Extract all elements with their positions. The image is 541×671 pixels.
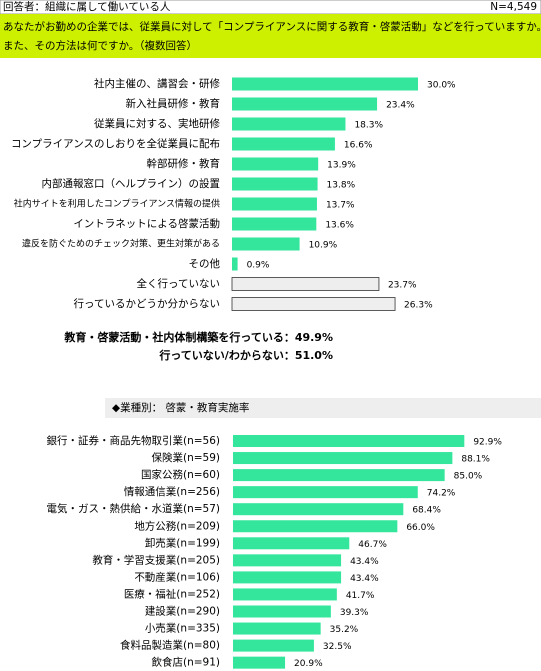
- value-label: 23.7%: [388, 281, 417, 291]
- summary: 教育・啓蒙活動・社内体制構築を行っている：49.9%: [63, 330, 333, 344]
- bar: [232, 217, 317, 231]
- category-label: 違反を防ぐためのチェック対策、更生対策がある: [22, 238, 220, 250]
- category-label: 全く行っていない: [137, 277, 220, 290]
- bar: [233, 656, 286, 669]
- respondents: 回答者：組織に属して働いている人: [3, 0, 171, 13]
- category-label: 幹部研修・教育: [147, 157, 221, 170]
- bar: [233, 537, 350, 550]
- bar: [233, 435, 465, 447]
- value-label: 92.9%: [473, 438, 502, 448]
- bar: [233, 503, 404, 516]
- value-label: 74.2%: [427, 489, 456, 499]
- value-label: 43.4%: [350, 557, 379, 567]
- category-label: 新入社員研修・教育: [126, 97, 221, 110]
- value-label: 10.9%: [309, 241, 338, 251]
- bar: [233, 639, 314, 652]
- bar: [233, 622, 321, 635]
- category-label: 飲食店(n=91): [151, 656, 220, 669]
- bar: [232, 237, 300, 251]
- bar: [231, 297, 396, 311]
- value-label: 32.5%: [323, 642, 352, 652]
- category-label: その他: [189, 257, 221, 270]
- value-label: 18.3%: [354, 121, 383, 131]
- value-label: 88.1%: [461, 455, 490, 465]
- bar: [233, 605, 331, 618]
- category-label: 教育・学習支援業(n=205): [92, 553, 220, 566]
- value-label: 16.6%: [344, 141, 373, 151]
- value-label: 13.6%: [325, 221, 354, 231]
- sample-size: N=4,549: [490, 1, 537, 13]
- bar: [231, 277, 380, 291]
- value-label: 13.7%: [326, 201, 355, 211]
- bar: [232, 197, 317, 211]
- category-label: 内部通報窓口（ヘルプライン）の設置: [42, 177, 221, 190]
- category-label: 卸売業(n=199): [145, 536, 220, 549]
- category-label: 情報通信業(n=256): [124, 485, 220, 498]
- category-label: 小売業(n=335): [145, 622, 220, 635]
- value-label: 23.4%: [386, 101, 415, 111]
- value-label: 85.0%: [454, 472, 483, 482]
- value-label: 13.9%: [327, 161, 356, 171]
- value-label: 30.0%: [427, 81, 456, 91]
- bar: [232, 77, 418, 91]
- category-label: イントラネットによる啓蒙活動: [73, 217, 220, 230]
- bar: [232, 177, 318, 191]
- bar: [233, 588, 337, 601]
- category-label: 従業員に対する、実地研修: [94, 117, 220, 130]
- value-label: 20.9%: [294, 659, 323, 669]
- value-label: 46.7%: [358, 540, 387, 550]
- bar: [233, 469, 445, 482]
- value-label: 68.4%: [412, 506, 441, 516]
- bar: [232, 117, 346, 131]
- value-label: 0.9%: [247, 261, 270, 271]
- section-title: ◆業種別： 啓蒙・教育実施率: [112, 401, 249, 414]
- bar: [232, 257, 238, 271]
- category-label: 医療・福祉(n=252): [124, 587, 220, 600]
- value-label: 26.3%: [404, 301, 433, 311]
- category-label: 銀行・証券・商品先物取引業(n=56): [46, 434, 220, 447]
- value-label: 13.8%: [327, 181, 356, 191]
- bar: [233, 520, 398, 533]
- category-label: 建設業(n=290): [145, 605, 220, 618]
- section-bar: [105, 398, 541, 418]
- bar: [232, 97, 378, 111]
- question-bar: [0, 14, 541, 58]
- question: あなたがお勤めの企業では、従業員に対して「コンプライアンスに関する教育・啓蒙活動…: [3, 20, 541, 33]
- value-label: 66.0%: [406, 523, 435, 533]
- bar: [233, 554, 342, 567]
- value-label: 43.4%: [350, 574, 379, 584]
- bar: [232, 137, 335, 151]
- bar: [233, 452, 453, 465]
- category-label: 保険業(n=59): [151, 451, 220, 464]
- bar: [233, 571, 342, 584]
- category-label: 社内サイトを利用したコンプライアンス情報の提供: [14, 198, 220, 210]
- question: また、その方法は何ですか。（複数回答）: [3, 39, 197, 52]
- category-label: 食料品製造業(n=80): [120, 639, 220, 652]
- value-label: 35.2%: [330, 625, 359, 635]
- category-label: コンプライアンスのしおりを全従業員に配布: [11, 137, 220, 150]
- category-label: 国家公務(n=60): [141, 468, 220, 481]
- category-label: 地方公務(n=209): [134, 519, 220, 532]
- category-label: 不動産業(n=106): [134, 570, 220, 583]
- bar: [232, 157, 319, 171]
- summary: 行っていない/わからない：51.0%: [158, 348, 333, 362]
- bar: [233, 486, 418, 499]
- value-label: 41.7%: [346, 591, 375, 601]
- category-label: 行っているかどうか分からない: [74, 297, 220, 310]
- category-label: 電気・ガス・熱供給・水道業(n=57): [46, 502, 220, 515]
- category-label: 社内主催の、講習会・研修: [94, 77, 220, 90]
- value-label: 39.3%: [340, 608, 369, 618]
